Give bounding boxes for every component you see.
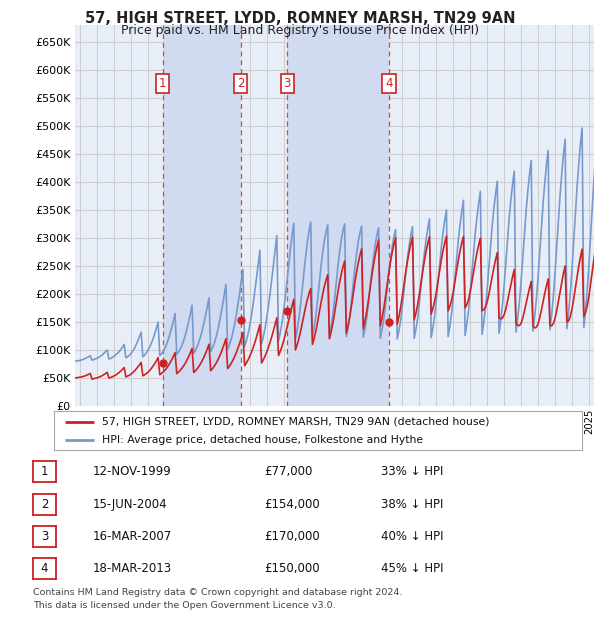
Text: £150,000: £150,000 [264,562,320,575]
Text: 4: 4 [385,77,392,90]
Text: 3: 3 [283,77,291,90]
Text: 2: 2 [237,77,244,90]
Text: Price paid vs. HM Land Registry's House Price Index (HPI): Price paid vs. HM Land Registry's House … [121,24,479,37]
Text: 4: 4 [41,562,48,575]
Text: 15-JUN-2004: 15-JUN-2004 [93,498,167,510]
Text: 40% ↓ HPI: 40% ↓ HPI [381,530,443,542]
Bar [163,25,241,406]
Text: 16-MAR-2007: 16-MAR-2007 [93,530,172,542]
Text: 3: 3 [41,530,48,542]
Text: £77,000: £77,000 [264,466,313,478]
Text: 12-NOV-1999: 12-NOV-1999 [93,466,172,478]
Text: 45% ↓ HPI: 45% ↓ HPI [381,562,443,575]
Text: 38% ↓ HPI: 38% ↓ HPI [381,498,443,510]
Text: 18-MAR-2013: 18-MAR-2013 [93,562,172,575]
Text: HPI: Average price, detached house, Folkestone and Hythe: HPI: Average price, detached house, Folk… [101,435,422,445]
Text: 57, HIGH STREET, LYDD, ROMNEY MARSH, TN29 9AN (detached house): 57, HIGH STREET, LYDD, ROMNEY MARSH, TN2… [101,417,489,427]
Text: This data is licensed under the Open Government Licence v3.0.: This data is licensed under the Open Gov… [33,601,335,611]
Text: 1: 1 [41,466,48,478]
Text: 1: 1 [159,77,166,90]
Bar [287,25,389,406]
Text: £154,000: £154,000 [264,498,320,510]
Text: £170,000: £170,000 [264,530,320,542]
Text: 33% ↓ HPI: 33% ↓ HPI [381,466,443,478]
Text: Contains HM Land Registry data © Crown copyright and database right 2024.: Contains HM Land Registry data © Crown c… [33,588,403,597]
Text: 57, HIGH STREET, LYDD, ROMNEY MARSH, TN29 9AN: 57, HIGH STREET, LYDD, ROMNEY MARSH, TN2… [85,11,515,25]
Text: 2: 2 [41,498,48,510]
